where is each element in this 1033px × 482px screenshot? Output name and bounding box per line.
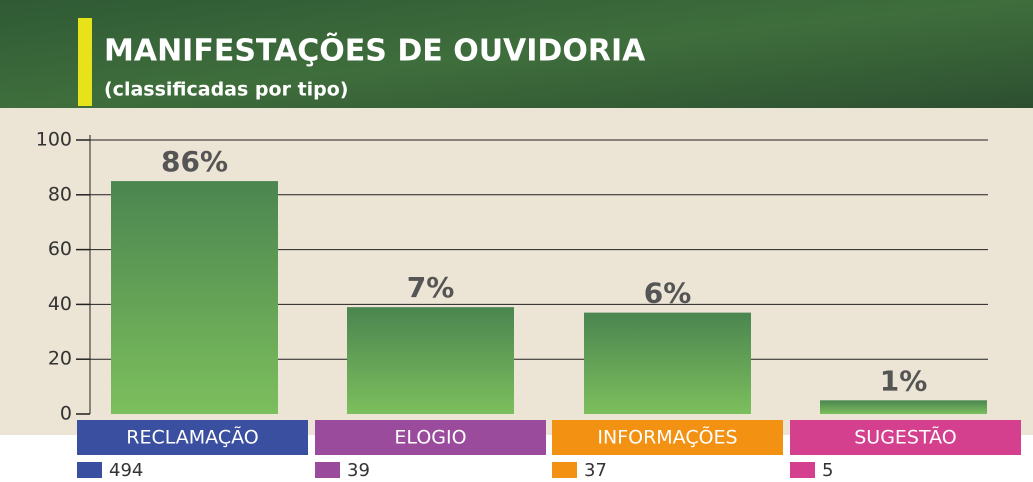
legend-swatch [790, 462, 815, 478]
count-label: 37 [584, 460, 607, 481]
bar-label: 7% [407, 271, 455, 304]
y-tick-label: 0 [60, 403, 72, 425]
legend-swatch [552, 462, 577, 478]
bar [347, 307, 514, 414]
x-tick-label: ELOGIO [394, 427, 466, 449]
x-tick-label: RECLAMAÇÃO [126, 426, 258, 449]
bar [111, 181, 278, 414]
y-tick-label: 100 [36, 129, 72, 151]
y-tick-label: 80 [48, 183, 72, 205]
category-box [77, 420, 308, 455]
category-box [790, 420, 1021, 455]
x-tick-label: INFORMAÇÕES [597, 426, 737, 449]
bar [820, 400, 987, 414]
count-label: 5 [822, 460, 833, 481]
y-tick-label: 60 [48, 238, 72, 260]
bar [584, 312, 751, 414]
category-box [552, 420, 783, 455]
header-band [0, 0, 1033, 108]
legend-swatch [315, 462, 340, 478]
chart-subtitle: (classificadas por tipo) [104, 79, 349, 101]
accent-bar [78, 18, 92, 106]
y-tick-label: 40 [48, 293, 72, 315]
x-tick-label: SUGESTÃO [854, 426, 957, 449]
bar-label: 1% [880, 364, 928, 397]
bar-label: 86% [161, 145, 228, 178]
count-label: 39 [347, 460, 370, 481]
chart-title: MANIFESTAÇÕES DE OUVIDORIA [104, 32, 646, 69]
y-tick-label: 20 [48, 348, 72, 370]
bar-label: 6% [644, 277, 692, 310]
count-label: 494 [109, 460, 143, 481]
category-box [315, 420, 546, 455]
legend-swatch [77, 462, 102, 478]
